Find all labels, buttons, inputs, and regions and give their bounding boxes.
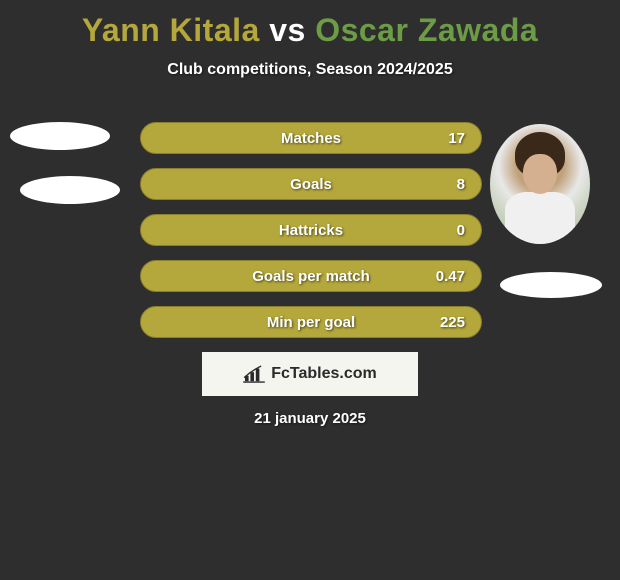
avatar-right-shadow: [500, 272, 602, 298]
stat-label: Goals per match: [252, 268, 370, 285]
vs-separator: vs: [269, 12, 306, 48]
stat-row-matches: Matches 17: [140, 122, 482, 154]
brand-text: FcTables.com: [271, 365, 377, 383]
stat-value: 225: [440, 314, 465, 331]
player2-name: Oscar Zawada: [315, 12, 538, 48]
stat-label: Hattricks: [279, 222, 343, 239]
bar-chart-icon: [243, 365, 265, 383]
avatar-left-placeholder-1: [10, 122, 110, 150]
stat-row-hattricks: Hattricks 0: [140, 214, 482, 246]
stat-value: 0: [457, 222, 465, 239]
stat-value: 0.47: [436, 268, 465, 285]
stat-label: Matches: [281, 130, 341, 147]
season-subtitle: Club competitions, Season 2024/2025: [0, 61, 620, 79]
stat-label: Min per goal: [267, 314, 355, 331]
comparison-title: Yann Kitala vs Oscar Zawada: [0, 0, 620, 49]
stat-value: 8: [457, 176, 465, 193]
stat-row-goals-per-match: Goals per match 0.47: [140, 260, 482, 292]
date-label: 21 january 2025: [0, 410, 620, 427]
avatar-right: [490, 124, 590, 244]
stat-row-min-per-goal: Min per goal 225: [140, 306, 482, 338]
brand-box[interactable]: FcTables.com: [202, 352, 418, 396]
stat-label: Goals: [290, 176, 332, 193]
avatar-body: [505, 192, 575, 244]
avatar-face: [523, 154, 557, 194]
player1-name: Yann Kitala: [82, 12, 260, 48]
stat-value: 17: [448, 130, 465, 147]
stat-row-goals: Goals 8: [140, 168, 482, 200]
avatar-left-placeholder-2: [20, 176, 120, 204]
stats-container: Matches 17 Goals 8 Hattricks 0 Goals per…: [140, 122, 482, 352]
